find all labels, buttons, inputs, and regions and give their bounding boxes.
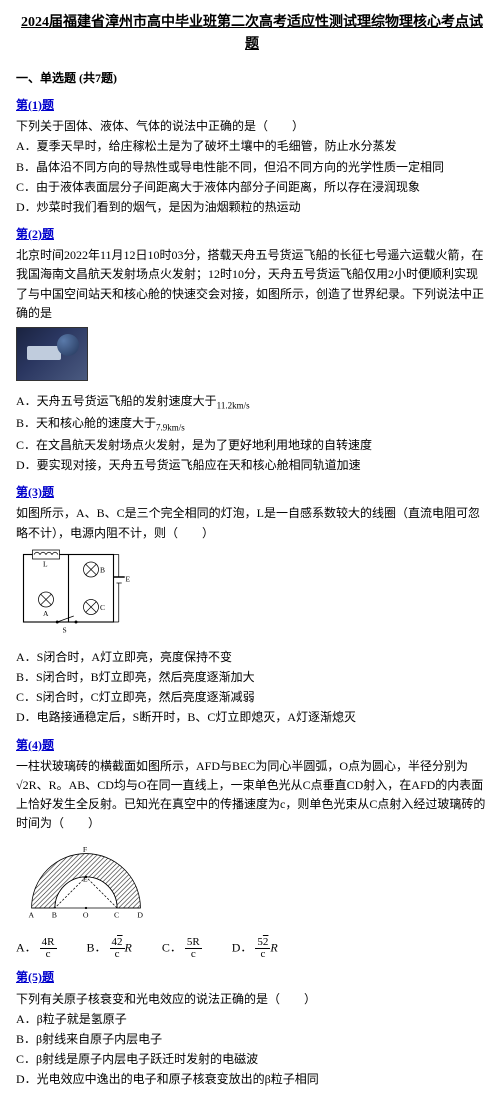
svg-text:B: B	[52, 910, 57, 919]
q5-option-a: A．β粒子就是氢原子	[16, 1010, 488, 1029]
q2-stem: 北京时间2022年11月12日10时03分，搭载天舟五号货运飞船的长征七号遥六运…	[16, 246, 488, 323]
q1-option-b: B．晶体沿不同方向的导热性或导电性能不同，但沿不同方向的光学性质一定相同	[16, 158, 488, 177]
q2-option-d: D．要实现对接，天舟五号货运飞船应在天和核心舱相同轨道加速	[16, 456, 488, 475]
svg-text:F: F	[83, 845, 88, 854]
q4-header: 第(4)题	[16, 736, 488, 755]
q5-option-c: C．β射线是原子内层电子跃迁时发射的电磁波	[16, 1050, 488, 1069]
q1-option-c: C．由于液体表面层分子间距离大于液体内部分子间距离，所以存在浸润现象	[16, 178, 488, 197]
q3-circuit: L A B C E S	[16, 547, 136, 643]
svg-text:S: S	[63, 625, 67, 634]
q3-header: 第(3)题	[16, 483, 488, 502]
svg-text:O: O	[83, 910, 89, 919]
q4-option-a: A． 4Rc	[16, 937, 57, 960]
q5-option-b: B．β射线来自原子内层电子	[16, 1030, 488, 1049]
q1-stem: 下列关于固体、液体、气体的说法中正确的是（ ）	[16, 117, 488, 136]
q4-option-b: B． 42cR	[87, 937, 132, 960]
svg-text:A: A	[28, 910, 34, 919]
dome-svg: A B O C D E F	[16, 838, 156, 924]
svg-text:C: C	[114, 910, 119, 919]
q2-option-b: B．天和核心舱的速度大于7.9km/s	[16, 414, 488, 435]
svg-text:B: B	[100, 565, 105, 574]
svg-text:L: L	[43, 559, 48, 568]
svg-text:E: E	[126, 574, 131, 583]
q5-stem: 下列有关原子核衰变和光电效应的说法正确的是（ ）	[16, 990, 488, 1009]
q2-figure	[16, 327, 88, 381]
circuit-svg: L A B C E S	[16, 547, 136, 637]
q1-header: 第(1)题	[16, 96, 488, 115]
q1-option-d: D．炒菜时我们看到的烟气，是因为油烟颗粒的热运动	[16, 198, 488, 217]
svg-text:D: D	[137, 910, 143, 919]
section-header: 一、单选题 (共7题)	[16, 69, 488, 88]
q3-option-a: A．S闭合时，A灯立即亮，亮度保持不变	[16, 648, 488, 667]
q4-stem: 一柱状玻璃砖的横截面如图所示，AFD与BEC为同心半圆弧，O点为圆心，半径分别为…	[16, 757, 488, 834]
q3-option-c: C．S闭合时，C灯立即亮，然后亮度逐渐减弱	[16, 688, 488, 707]
spacecraft-photo	[16, 327, 88, 381]
q4-figure: A B O C D E F	[16, 838, 156, 930]
q4-options: A． 4Rc B． 42cR C． 5Rc D． 52cR	[16, 937, 488, 960]
q2-option-a: A．天舟五号货运飞船的发射速度大于11.2km/s	[16, 392, 488, 413]
q3-stem: 如图所示，A、B、C是三个完全相同的灯泡，L是一自感系数较大的线圈（直流电阻可忽…	[16, 504, 488, 542]
q5-header: 第(5)题	[16, 968, 488, 987]
q2-option-c: C．在文昌航天发射场点火发射，是为了更好地利用地球的自转速度	[16, 436, 488, 455]
svg-text:A: A	[43, 609, 49, 618]
q4-option-c: C． 5Rc	[162, 937, 202, 960]
q5-option-d: D．光电效应中逸出的电子和原子核衰变放出的β粒子相同	[16, 1070, 488, 1089]
q3-option-d: D．电路接通稳定后，S断开时，B、C灯立即熄灭，A灯逐渐熄灭	[16, 708, 488, 727]
svg-text:C: C	[100, 603, 105, 612]
page-title: 2024届福建省漳州市高中毕业班第二次高考适应性测试理综物理核心考点试题	[16, 12, 488, 57]
q1-option-a: A．夏季天早时，给庄稼松土是为了破坏土壤中的毛细管，防止水分蒸发	[16, 137, 488, 156]
q3-option-b: B．S闭合时，B灯立即亮，然后亮度逐渐加大	[16, 668, 488, 687]
q2-header: 第(2)题	[16, 225, 488, 244]
q4-option-d: D． 52cR	[232, 937, 278, 960]
